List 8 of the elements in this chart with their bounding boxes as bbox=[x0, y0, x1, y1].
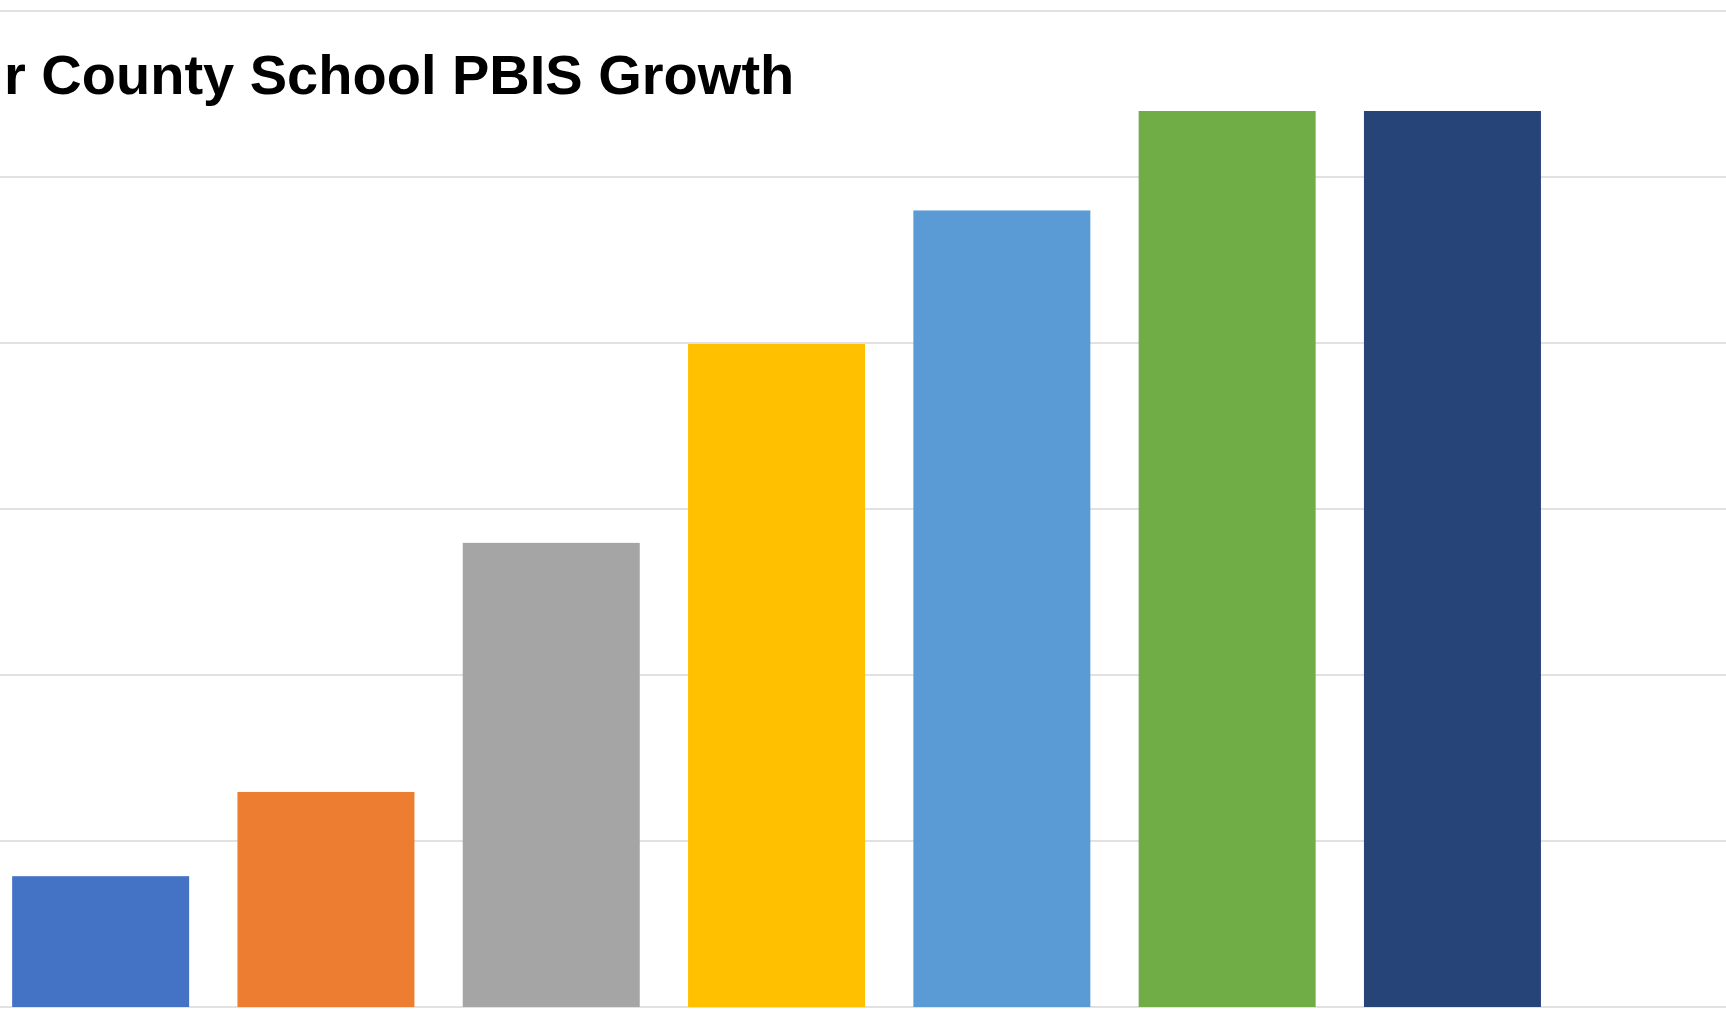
bar bbox=[1138, 111, 1316, 1007]
bar bbox=[12, 876, 190, 1007]
bar bbox=[237, 791, 415, 1007]
chart-title: r County School PBIS Growth bbox=[4, 43, 795, 106]
bar bbox=[462, 542, 640, 1007]
bar bbox=[913, 210, 1091, 1007]
bar bbox=[1363, 111, 1541, 1007]
bar bbox=[688, 343, 866, 1007]
